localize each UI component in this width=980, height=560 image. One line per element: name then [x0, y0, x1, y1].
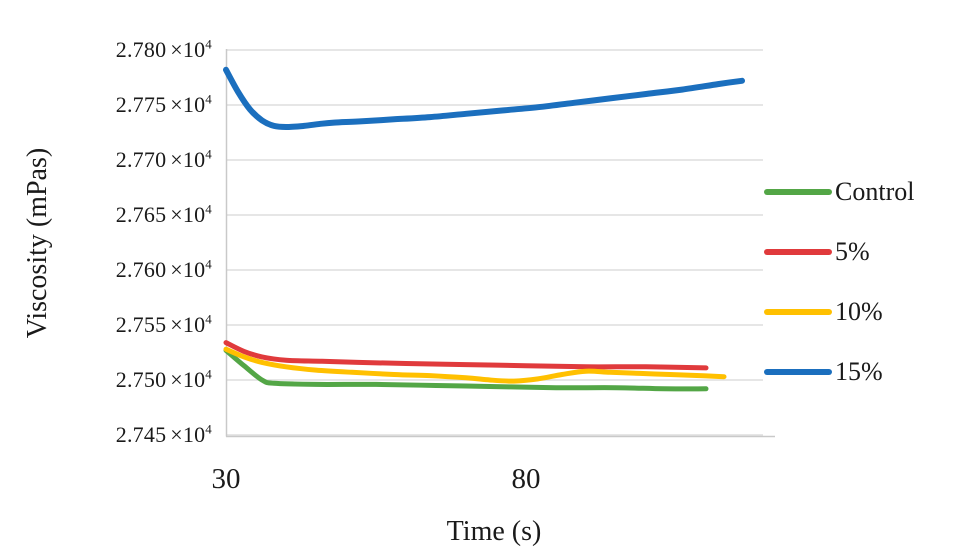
- legend-swatch-control: [764, 189, 832, 195]
- legend-label: Control: [835, 177, 915, 206]
- y-tick-mantissa: 2.750: [115, 367, 167, 392]
- y-tick-exponent: 4: [205, 256, 212, 272]
- legend-item-control: Control: [764, 175, 914, 209]
- y-tick-mantissa: 2.770: [115, 147, 167, 172]
- legend-swatch-15-: [764, 369, 832, 375]
- legend-item-5-: 5%: [764, 235, 870, 269]
- x-tick-label: 30: [211, 463, 241, 495]
- y-tick-label: 2.780 ×104: [22, 35, 212, 65]
- y-tick-exponent: 4: [205, 91, 212, 107]
- y-tick-mantissa: 2.765: [115, 202, 167, 227]
- legend-label: 5%: [835, 237, 870, 266]
- y-tick-mantissa: 2.755: [115, 312, 167, 337]
- y-tick-times-ten: ×10: [170, 202, 206, 227]
- y-tick-mantissa: 2.780: [115, 37, 167, 62]
- y-tick-times-ten: ×10: [170, 147, 206, 172]
- y-tick-times-ten: ×10: [170, 257, 206, 282]
- y-tick-exponent: 4: [205, 201, 212, 217]
- x-axis-title: Time (s): [446, 516, 542, 547]
- legend-swatch-10-: [764, 309, 832, 315]
- gridlines: [226, 49, 763, 436]
- legend-item-10-: 10%: [764, 295, 883, 329]
- y-tick-times-ten: ×10: [170, 312, 206, 337]
- y-tick-times-ten: ×10: [170, 37, 206, 62]
- y-tick-exponent: 4: [205, 36, 212, 52]
- y-tick-times-ten: ×10: [170, 92, 206, 117]
- y-tick-label: 2.775 ×104: [22, 90, 212, 120]
- series-line-10-: [223, 346, 727, 384]
- y-tick-label: 2.750 ×104: [22, 365, 212, 395]
- series-line-control: [223, 347, 709, 392]
- y-tick-label: 2.765 ×104: [22, 200, 212, 230]
- legend-swatch-5-: [764, 249, 832, 255]
- y-tick-mantissa: 2.775: [115, 92, 167, 117]
- legend-item-15-: 15%: [764, 355, 883, 389]
- series-line-5-: [223, 340, 709, 371]
- x-tick-label: 80: [511, 463, 541, 495]
- y-tick-label: 2.770 ×104: [22, 145, 212, 175]
- y-tick-exponent: 4: [205, 311, 212, 327]
- y-tick-exponent: 4: [205, 421, 212, 437]
- y-tick-label: 2.755 ×104: [22, 310, 212, 340]
- legend-label: 10%: [835, 297, 883, 326]
- y-tick-label: 2.745 ×104: [22, 420, 212, 450]
- y-tick-exponent: 4: [205, 366, 212, 382]
- y-axis-title: Viscosity (mPas): [22, 147, 53, 339]
- legend-label: 15%: [835, 357, 883, 386]
- y-tick-mantissa: 2.745: [115, 422, 167, 447]
- series-line-15-: [223, 66, 745, 130]
- y-tick-mantissa: 2.760: [115, 257, 167, 282]
- y-tick-times-ten: ×10: [170, 422, 206, 447]
- y-tick-times-ten: ×10: [170, 367, 206, 392]
- y-tick-label: 2.760 ×104: [22, 255, 212, 285]
- y-tick-exponent: 4: [205, 146, 212, 162]
